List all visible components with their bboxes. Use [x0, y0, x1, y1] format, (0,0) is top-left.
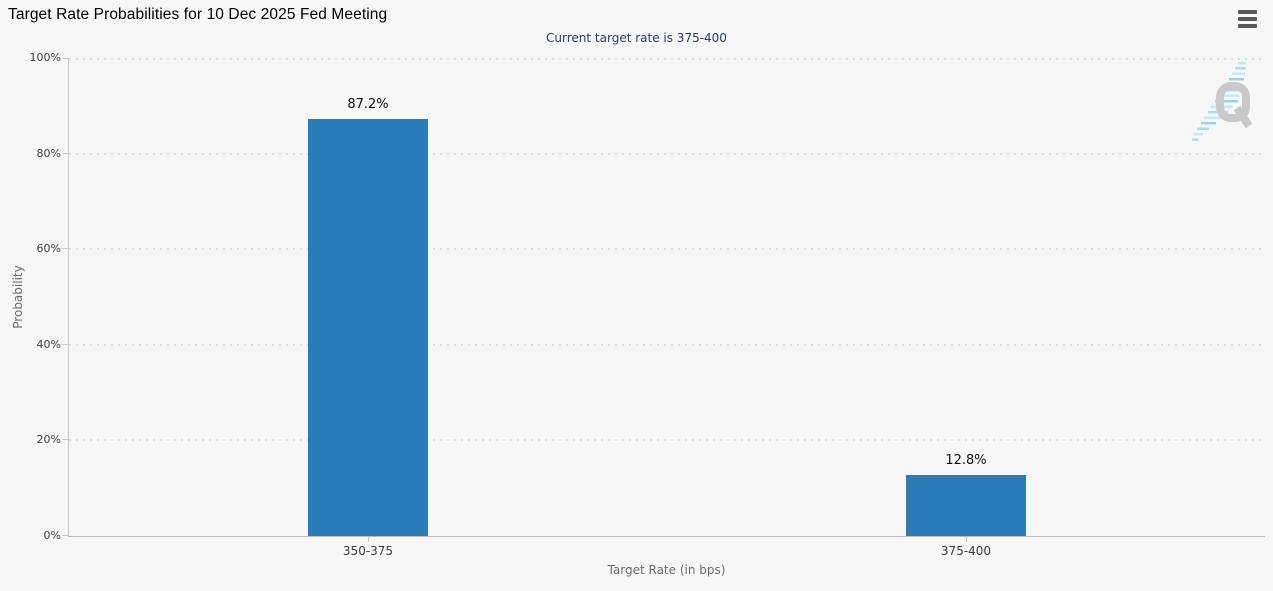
y-tick-label: 80% — [36, 146, 61, 160]
x-tick-label: 350-375 — [342, 544, 394, 558]
bar-375-400[interactable] — [906, 474, 1026, 536]
y-tick-mark — [62, 58, 69, 59]
y-tick-label: 100% — [29, 51, 61, 64]
y-axis-title: Probability — [11, 265, 25, 329]
y-tick-mark — [62, 535, 69, 536]
y-tick-label: 20% — [36, 433, 61, 447]
watermark-q-letter — [1216, 82, 1253, 129]
gridline — [69, 152, 1265, 155]
menu-bar — [1238, 24, 1257, 28]
x-tick-mark — [966, 536, 967, 542]
menu-bar — [1238, 17, 1257, 21]
y-tick-mark — [62, 343, 69, 345]
x-tick-mark — [368, 536, 369, 542]
y-tick-label: 60% — [36, 242, 61, 256]
x-tick-label: 375-400 — [940, 544, 992, 558]
y-tick-mark — [62, 439, 69, 441]
bar-value-label: 87.2% — [347, 97, 389, 113]
bar-350-375[interactable] — [308, 119, 428, 536]
gridline — [69, 343, 1265, 346]
y-tick-mark — [62, 248, 69, 250]
gridline — [69, 439, 1265, 442]
gridline — [69, 248, 1265, 251]
plot-area: Probability 0% 20% 40% 60% 80% 100% 87.2% 350-3… — [11, 51, 1265, 558]
chart-subtitle: Current target rate is 375-400 — [546, 31, 727, 45]
y-tick-label: 40% — [36, 337, 61, 351]
y-tick-mark — [62, 152, 69, 154]
watermark-q-logo — [1192, 62, 1253, 141]
chart-title: Target Rate Probabilities for 10 Dec 202… — [8, 6, 388, 23]
menu-icon[interactable] — [1238, 8, 1260, 30]
gridline — [69, 58, 1265, 60]
menu-bar — [1238, 10, 1257, 14]
y-tick-label: 0% — [43, 529, 61, 542]
bar-value-label: 12.8% — [945, 452, 987, 468]
x-axis-title: Target Rate (in bps) — [607, 563, 726, 577]
